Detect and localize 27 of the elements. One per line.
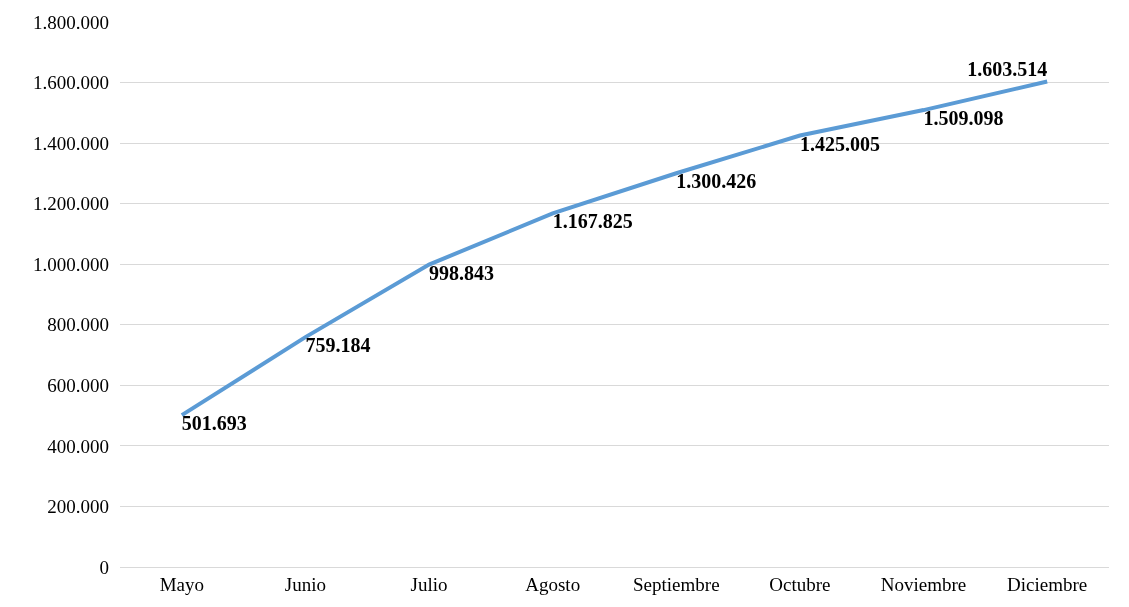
y-tick-label: 0 (99, 556, 109, 578)
data-label: 1.167.825 (552, 210, 633, 233)
data-label: 1.509.098 (923, 107, 1004, 130)
x-tick-label: Septiembre (633, 573, 720, 595)
data-label: 1.300.426 (676, 170, 757, 193)
x-tick-label: Octubre (769, 573, 831, 595)
y-tick-label: 1.800.000 (33, 11, 109, 33)
data-label: 1.603.514 (967, 58, 1048, 81)
y-tick-label: 1.600.000 (33, 72, 109, 94)
data-label: 998.843 (429, 261, 495, 284)
y-tick-label: 1.400.000 (33, 132, 109, 154)
y-tick-label: 800.000 (47, 314, 109, 336)
y-tick-label: 200.000 (47, 496, 109, 518)
line-series (179, 79, 1050, 418)
x-tick-label: Julio (410, 573, 448, 595)
x-tick-label: Diciembre (1007, 573, 1088, 595)
y-tick-label: 1.200.000 (33, 193, 109, 215)
x-tick-label: Junio (284, 573, 327, 595)
x-tick-label: Agosto (525, 573, 581, 595)
data-label: 1.425.005 (799, 132, 880, 155)
y-tick-label: 400.000 (47, 435, 109, 457)
data-label: 501.693 (181, 412, 247, 435)
x-tick-label: Mayo (159, 573, 204, 595)
y-tick-label: 1.000.000 (33, 253, 109, 275)
x-tick-label: Noviembre (880, 573, 967, 595)
y-tick-label: 600.000 (47, 374, 109, 396)
data-label: 759.184 (305, 334, 371, 357)
